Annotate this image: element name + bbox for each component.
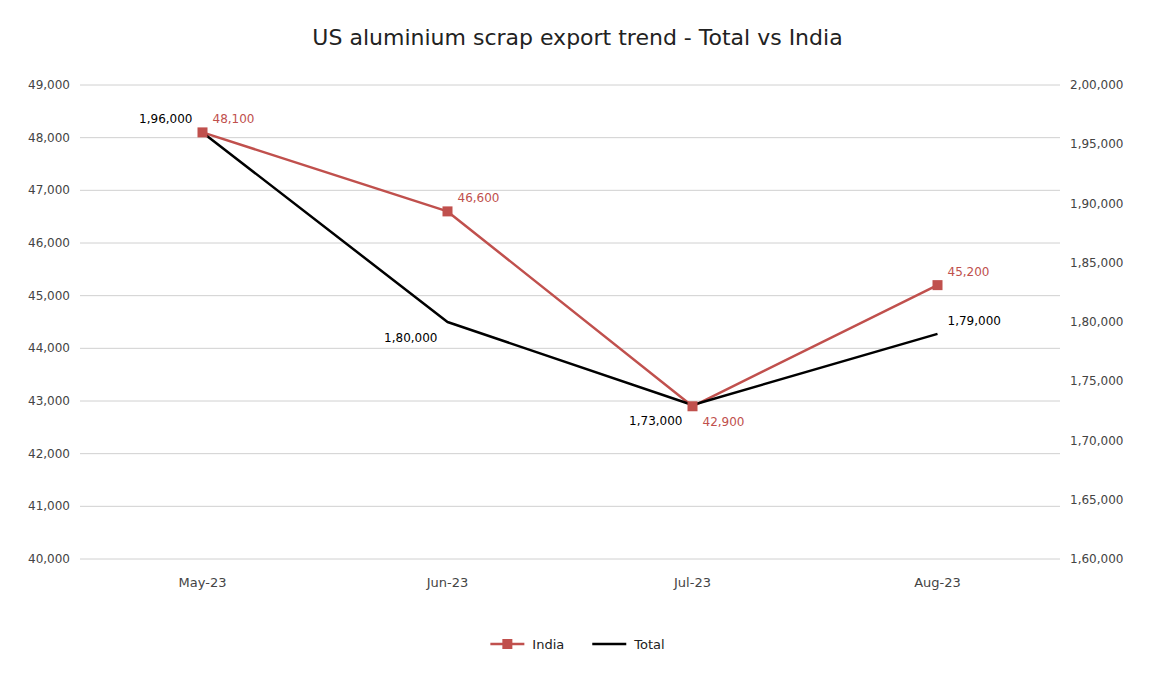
legend: India Total bbox=[490, 637, 664, 652]
grid-line bbox=[80, 453, 1060, 454]
y-tick-label: 42,000 bbox=[28, 447, 70, 461]
y-tick-label: 40,000 bbox=[28, 552, 70, 566]
marker bbox=[443, 206, 453, 216]
y-tick-label: 49,000 bbox=[28, 78, 70, 92]
y2-tick-label: 1,80,000 bbox=[1070, 315, 1123, 329]
x-tick-label: May-23 bbox=[179, 575, 227, 590]
series-line bbox=[203, 132, 938, 405]
x-tick-label: Jun-23 bbox=[426, 575, 469, 590]
y2-tick-label: 1,95,000 bbox=[1070, 137, 1123, 151]
grid-line bbox=[80, 190, 1060, 191]
series-line bbox=[203, 132, 938, 406]
grid-line bbox=[80, 401, 1060, 402]
y2-tick-label: 1,65,000 bbox=[1070, 493, 1123, 507]
axes: 40,000 41,000 42,000 43,000 44,000 45,000 46,0… bbox=[28, 78, 1123, 590]
marker bbox=[198, 127, 208, 137]
legend-label: Total bbox=[633, 637, 664, 652]
legend-label: India bbox=[532, 637, 564, 652]
grid-line bbox=[80, 348, 1060, 349]
y-tick-label: 46,000 bbox=[28, 236, 70, 250]
y2-tick-label: 1,85,000 bbox=[1070, 256, 1123, 270]
y2-tick-label: 1,60,000 bbox=[1070, 552, 1123, 566]
legend-item: Total bbox=[592, 637, 664, 652]
plot-area bbox=[198, 127, 943, 411]
data-label: 45,200 bbox=[948, 265, 990, 279]
y2-tick-label: 1,90,000 bbox=[1070, 197, 1123, 211]
grid-line bbox=[80, 506, 1060, 507]
x-tick-label: Jul-23 bbox=[673, 575, 711, 590]
data-label: 1,73,000 bbox=[629, 414, 682, 428]
data-label: 1,96,000 bbox=[139, 112, 192, 126]
legend-swatch bbox=[592, 643, 626, 646]
y-tick-label: 48,000 bbox=[28, 131, 70, 145]
data-label: 1,80,000 bbox=[384, 331, 437, 345]
y2-tick-label: 1,70,000 bbox=[1070, 434, 1123, 448]
y-tick-label: 47,000 bbox=[28, 183, 70, 197]
y-tick-label: 45,000 bbox=[28, 289, 70, 303]
y-tick-label: 44,000 bbox=[28, 341, 70, 355]
marker bbox=[688, 401, 698, 411]
grid bbox=[80, 85, 1060, 559]
data-labels: 48,100 46,600 42,900 45,200 1,96,000 1,80,000… bbox=[139, 112, 1001, 429]
x-tick-label: Aug-23 bbox=[914, 575, 961, 590]
data-label: 46,600 bbox=[458, 191, 500, 205]
grid-line bbox=[80, 85, 1060, 86]
grid-line bbox=[80, 137, 1060, 138]
data-label: 1,79,000 bbox=[948, 314, 1001, 328]
legend-marker bbox=[502, 639, 512, 649]
y2-tick-label: 2,00,000 bbox=[1070, 78, 1123, 92]
data-label: 42,900 bbox=[703, 415, 745, 429]
y-tick-label: 43,000 bbox=[28, 394, 70, 408]
data-label: 48,100 bbox=[213, 112, 255, 126]
legend-item: India bbox=[490, 637, 564, 652]
y2-tick-label: 1,75,000 bbox=[1070, 374, 1123, 388]
y-tick-label: 41,000 bbox=[28, 499, 70, 513]
title: US aluminium scrap export trend - Total … bbox=[312, 25, 842, 50]
grid-line bbox=[80, 559, 1060, 560]
grid-line bbox=[80, 243, 1060, 244]
chart: US aluminium scrap export trend - Total … bbox=[0, 0, 1155, 674]
marker bbox=[933, 280, 943, 290]
